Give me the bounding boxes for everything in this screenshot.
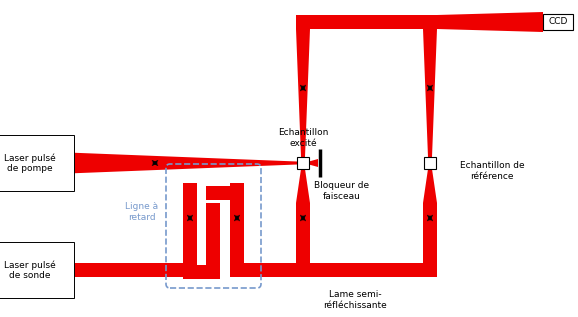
Text: Echantillon
excité: Echantillon excité (278, 128, 328, 148)
Polygon shape (296, 263, 437, 277)
Polygon shape (55, 152, 297, 174)
Polygon shape (230, 263, 310, 277)
Polygon shape (296, 263, 310, 277)
Polygon shape (206, 186, 244, 200)
Polygon shape (206, 203, 220, 272)
Polygon shape (296, 29, 310, 157)
Bar (543, 14, 573, 30)
Text: Ligne à
retard: Ligne à retard (125, 202, 158, 222)
Polygon shape (230, 183, 244, 272)
Text: CCD: CCD (549, 17, 568, 27)
Polygon shape (296, 15, 437, 29)
Text: Bloqueur de
faisceau: Bloqueur de faisceau (314, 181, 369, 201)
Text: Laser pulsé
de pompe: Laser pulsé de pompe (4, 153, 56, 173)
Polygon shape (423, 263, 437, 277)
Polygon shape (309, 159, 318, 167)
Polygon shape (183, 183, 197, 272)
Bar (297, 157, 309, 169)
Polygon shape (423, 29, 437, 157)
Text: Echantillon de
référence: Echantillon de référence (460, 161, 524, 181)
Polygon shape (296, 203, 310, 270)
Bar (424, 157, 436, 169)
Polygon shape (423, 203, 437, 270)
Polygon shape (296, 169, 310, 203)
Polygon shape (437, 12, 543, 32)
Polygon shape (423, 22, 437, 29)
Text: Laser pulsé
de sonde: Laser pulsé de sonde (4, 260, 56, 280)
Polygon shape (183, 265, 220, 279)
Polygon shape (423, 169, 437, 203)
Text: Lame semi-
réfléchissante: Lame semi- réfléchissante (323, 290, 387, 310)
Polygon shape (55, 263, 183, 277)
